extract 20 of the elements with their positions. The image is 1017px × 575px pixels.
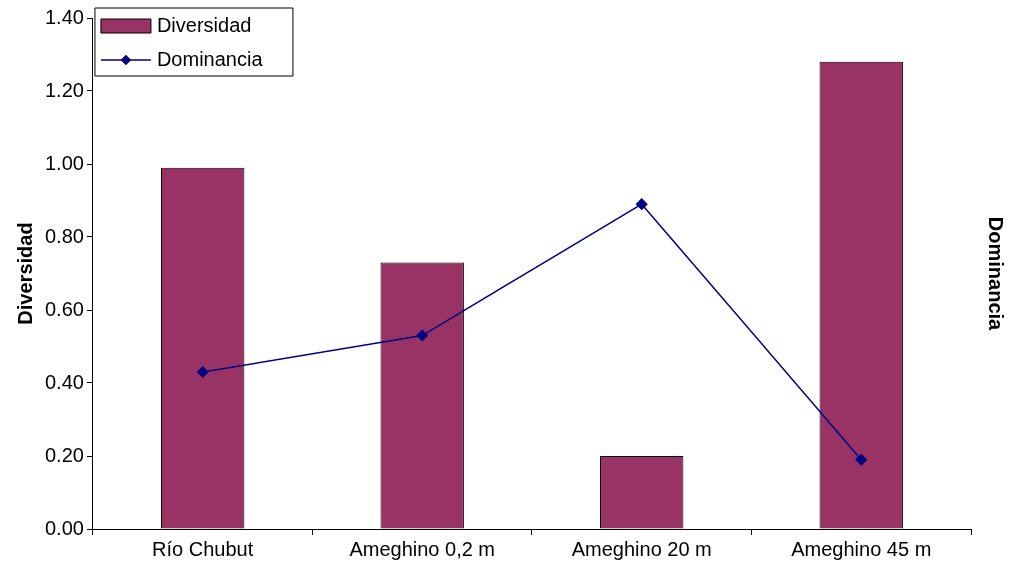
x-tick-label: Ameghino 20 m (571, 537, 712, 560)
legend-label: Diversidad (156, 13, 252, 36)
point (196, 366, 209, 378)
point (855, 453, 867, 466)
y-tick-label: 1.00 (44, 151, 84, 174)
y-tick-label: 1.20 (44, 78, 84, 101)
y2-axis-title: Dominancia (985, 216, 1008, 332)
x-tick-label: Ameghino 0,2 m (349, 537, 496, 560)
y-tick-label: 0.40 (44, 370, 84, 393)
point (635, 198, 648, 210)
point (416, 329, 428, 342)
y-tick-label: 1.40 (44, 5, 84, 28)
y-axis-title: Diversidad (13, 222, 36, 325)
x-tick-label: Ameghino 45 m (791, 537, 932, 560)
y-tick-label: 0.20 (44, 443, 84, 466)
y-tick-label: 0.00 (44, 516, 84, 539)
x-tick-label: Río Chubut (152, 537, 254, 560)
y-tick-label: 0.60 (44, 297, 84, 320)
legend-label: Dominancia (156, 47, 264, 70)
y-tick-label: 0.80 (44, 224, 84, 247)
